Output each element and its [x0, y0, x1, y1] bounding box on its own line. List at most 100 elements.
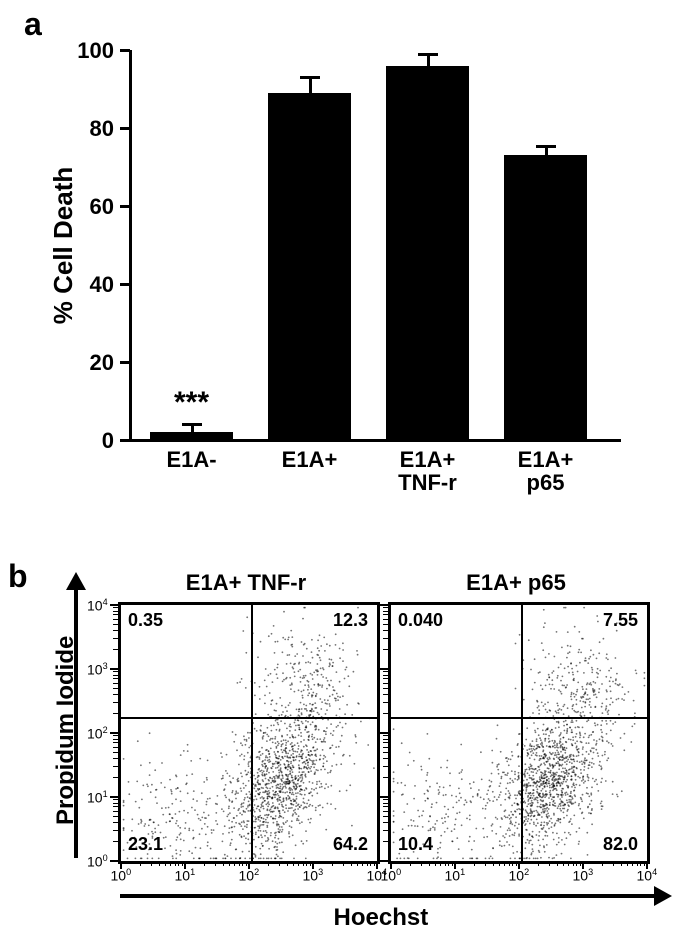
x-tick-label: 103 [303, 867, 324, 884]
x-minor-tick [351, 861, 352, 866]
y-minor-tick [113, 752, 118, 753]
y-minor-tick [383, 688, 388, 689]
y-major-tick [380, 796, 388, 798]
x-minor-tick [538, 861, 539, 866]
y-minor-tick [383, 799, 388, 800]
x-minor-tick [474, 861, 475, 866]
x-minor-tick [509, 861, 510, 866]
y-major-tick [110, 732, 118, 734]
quadrant-value: 7.55 [603, 610, 638, 631]
y-minor-tick [383, 816, 388, 817]
quadrant-value: 0.040 [398, 610, 443, 631]
x-minor-tick [357, 861, 358, 866]
y-minor-tick [383, 803, 388, 804]
y-minor-tick [383, 683, 388, 684]
y-minor-tick [113, 624, 118, 625]
y-major-tick [110, 860, 118, 862]
y-minor-tick [383, 822, 388, 823]
x-minor-tick [246, 861, 247, 866]
flow-cytometry-panels: Propidum IodideHoechstE1A+ TNF-r0.3512.3… [0, 0, 675, 939]
y-minor-tick [113, 758, 118, 759]
x-minor-tick [644, 861, 645, 866]
y-minor-tick [383, 742, 388, 743]
x-minor-tick [268, 861, 269, 866]
y-minor-tick [113, 803, 118, 804]
y-minor-tick [113, 630, 118, 631]
x-minor-tick [343, 861, 344, 866]
flow-y-arrow [74, 588, 78, 858]
x-tick-label: 102 [509, 867, 530, 884]
y-minor-tick [113, 702, 118, 703]
x-minor-tick [159, 861, 160, 866]
flow-scatter [391, 605, 647, 861]
y-major-tick [380, 604, 388, 606]
y-minor-tick [383, 841, 388, 842]
y-minor-tick [113, 799, 118, 800]
x-minor-tick [602, 861, 603, 866]
quadrant-value: 64.2 [333, 834, 368, 855]
x-minor-tick [445, 861, 446, 866]
y-minor-tick [383, 702, 388, 703]
y-minor-tick [113, 638, 118, 639]
x-minor-tick [632, 861, 633, 866]
y-minor-tick [113, 806, 118, 807]
x-minor-tick [170, 861, 171, 866]
y-tick-label: 101 [87, 789, 108, 806]
x-minor-tick [242, 861, 243, 866]
x-minor-tick [576, 861, 577, 866]
y-minor-tick [113, 777, 118, 778]
y-tick-label: 102 [87, 725, 108, 742]
y-minor-tick [113, 830, 118, 831]
x-minor-tick [573, 861, 574, 866]
x-tick-label: 100 [381, 867, 402, 884]
x-minor-tick [512, 861, 513, 866]
quadrant-line-h [121, 717, 377, 719]
x-minor-tick [568, 861, 569, 866]
flow-scatter [121, 605, 377, 861]
x-minor-tick [374, 861, 375, 866]
y-major-tick [110, 796, 118, 798]
x-minor-tick [303, 861, 304, 866]
x-tick-label: 104 [637, 867, 658, 884]
y-minor-tick [113, 747, 118, 748]
x-minor-tick [165, 861, 166, 866]
quadrant-value: 12.3 [333, 610, 368, 631]
y-minor-tick [383, 624, 388, 625]
y-minor-tick [113, 607, 118, 608]
flow-plot-title: E1A+ p65 [378, 570, 654, 596]
y-minor-tick [113, 683, 118, 684]
flow-plot-title: E1A+ TNF-r [108, 570, 384, 596]
x-minor-tick [421, 861, 422, 866]
x-minor-tick [182, 861, 183, 866]
x-minor-tick [287, 861, 288, 866]
y-minor-tick [113, 822, 118, 823]
y-major-tick [110, 604, 118, 606]
x-minor-tick [627, 861, 628, 866]
y-minor-tick [383, 678, 388, 679]
y-minor-tick [383, 614, 388, 615]
figure-page: a 020406080100% Cell Death***E1A-E1A+E1A… [0, 0, 675, 939]
x-minor-tick [493, 861, 494, 866]
y-minor-tick [383, 713, 388, 714]
x-tick-label: 103 [573, 867, 594, 884]
y-minor-tick [113, 678, 118, 679]
y-minor-tick [383, 752, 388, 753]
y-minor-tick [383, 739, 388, 740]
x-minor-tick [516, 861, 517, 866]
y-minor-tick [113, 614, 118, 615]
y-minor-tick [383, 806, 388, 807]
y-minor-tick [383, 675, 388, 676]
x-minor-tick [215, 861, 216, 866]
x-tick-label: 102 [239, 867, 260, 884]
x-minor-tick [440, 861, 441, 866]
x-minor-tick [640, 861, 641, 866]
y-minor-tick [383, 777, 388, 778]
y-minor-tick [383, 830, 388, 831]
x-minor-tick [448, 861, 449, 866]
x-minor-tick [370, 861, 371, 866]
x-minor-tick [362, 861, 363, 866]
x-minor-tick [621, 861, 622, 866]
flow-x-arrow [120, 894, 656, 898]
quadrant-value: 10.4 [398, 834, 433, 855]
y-minor-tick [113, 766, 118, 767]
